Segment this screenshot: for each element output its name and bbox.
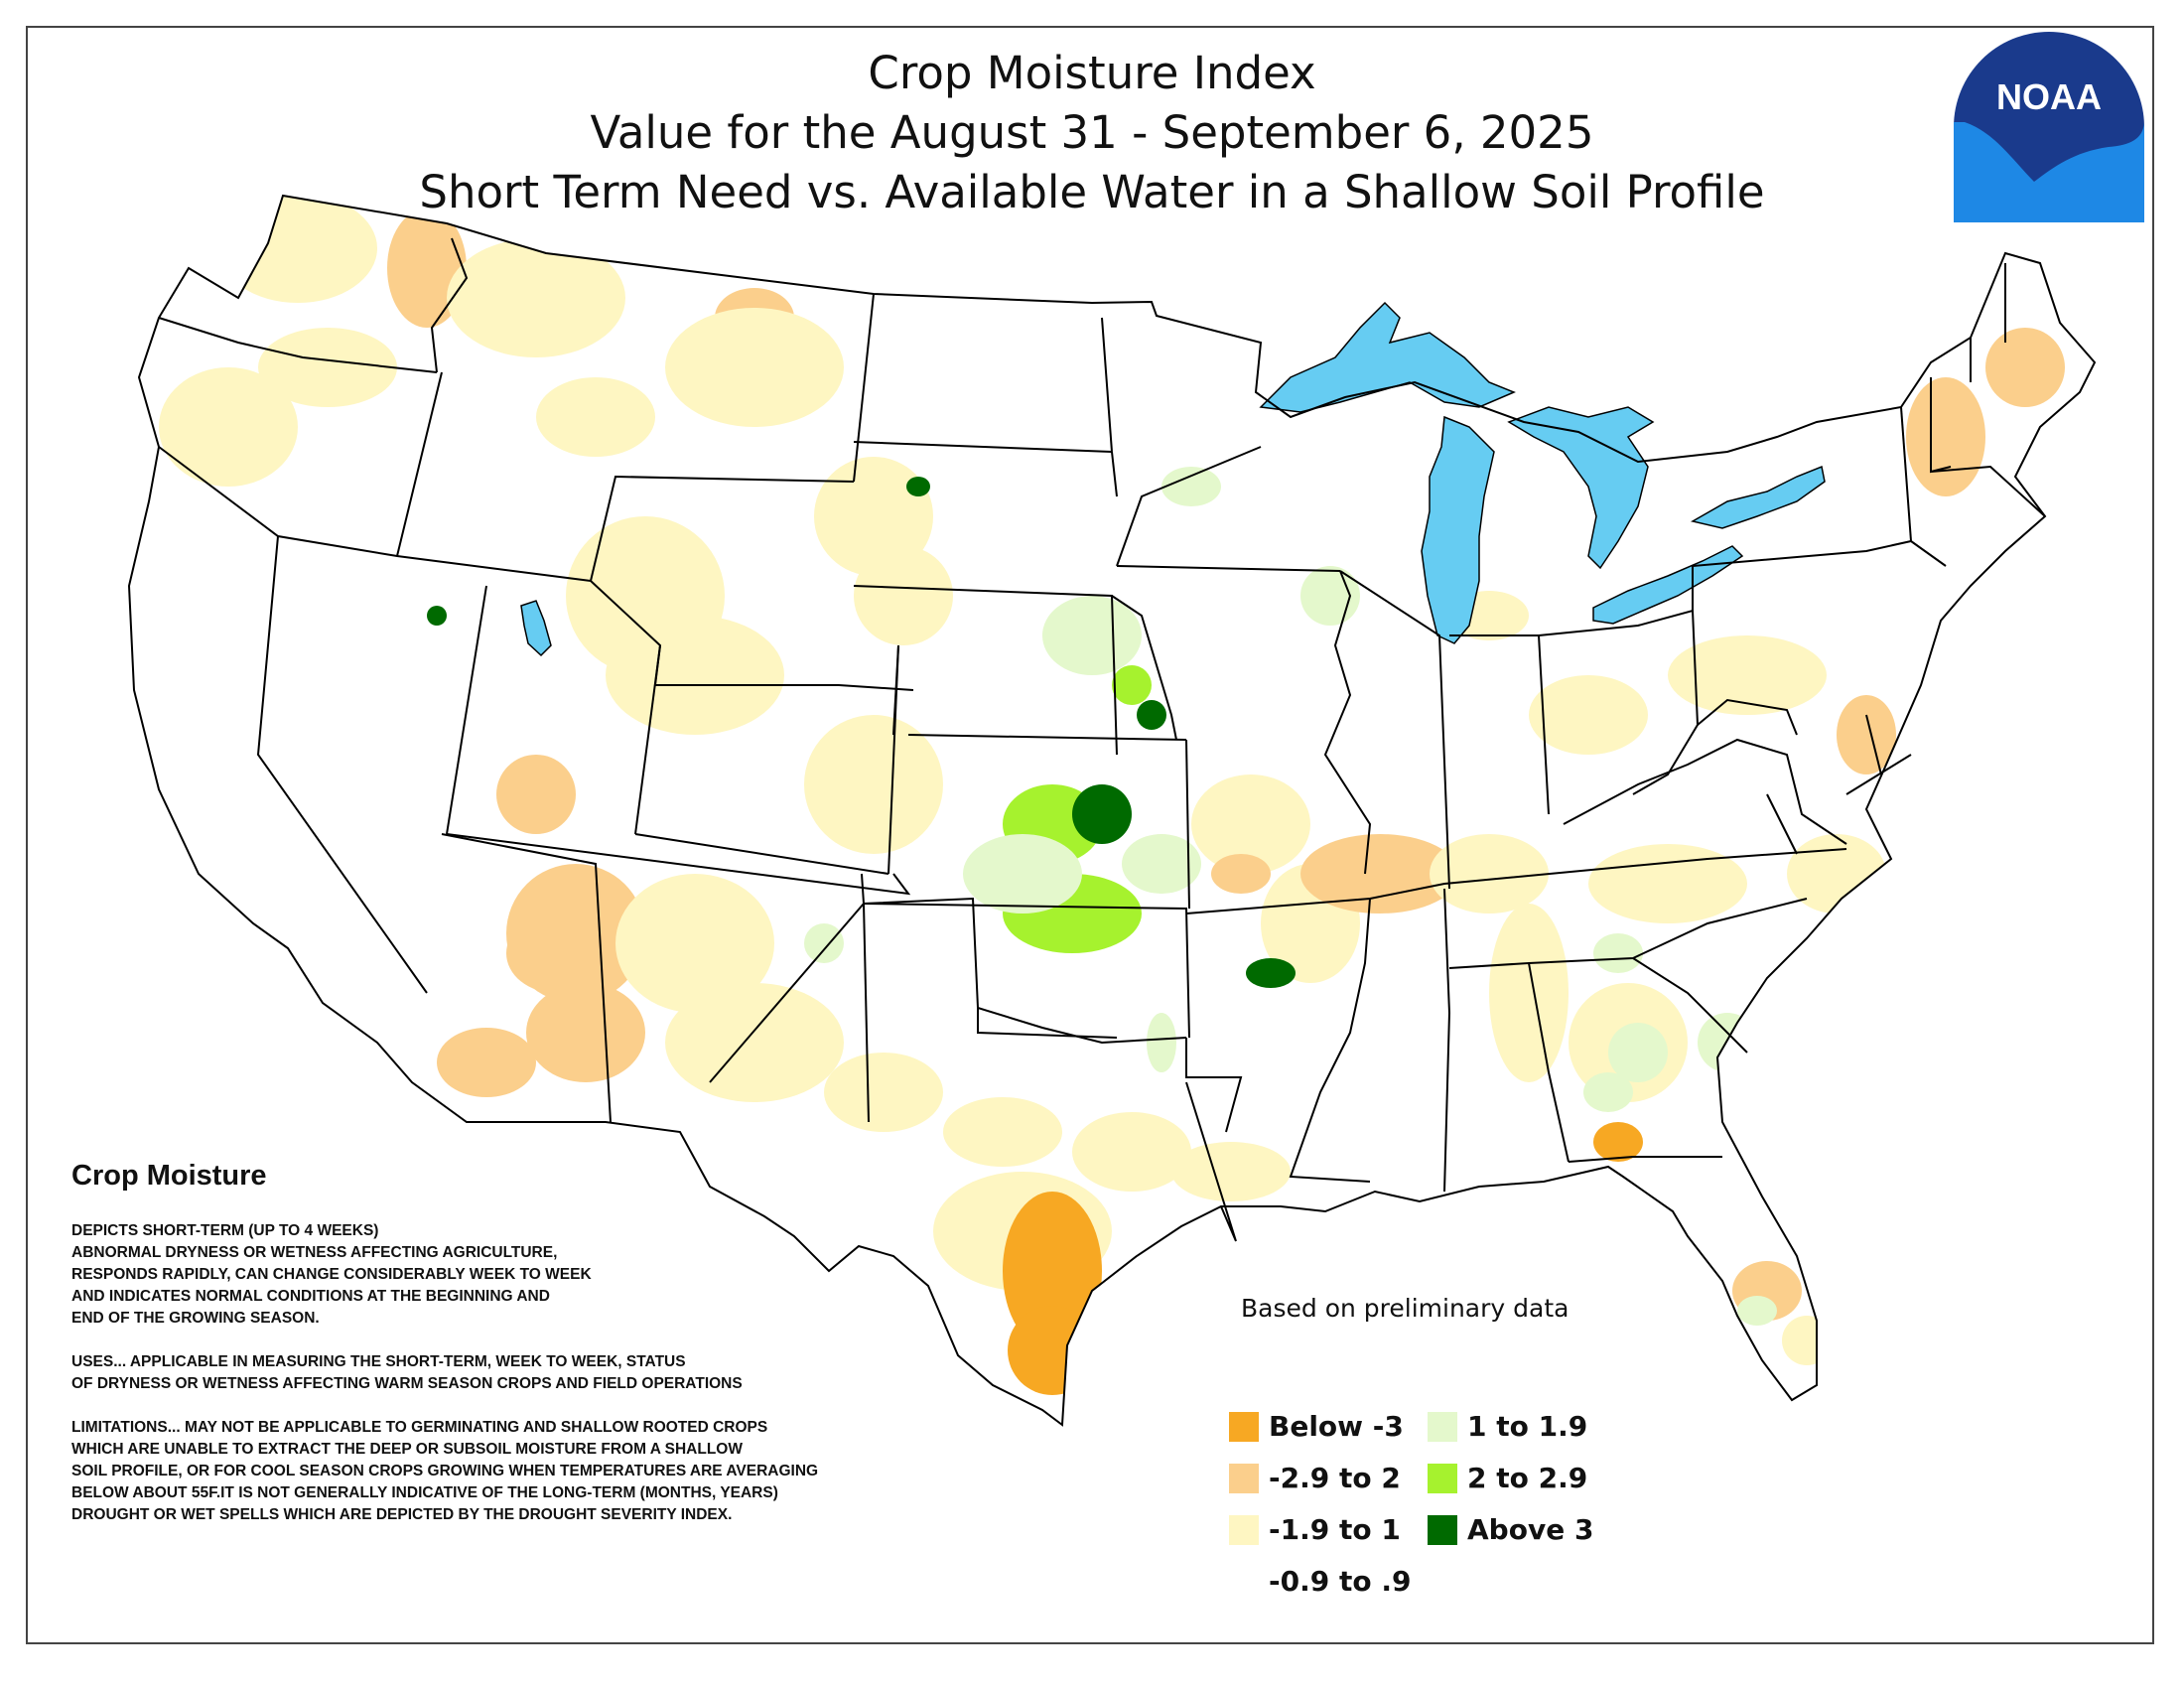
moisture-patch — [804, 923, 844, 963]
noaa-logo: NOAA — [1954, 32, 2144, 222]
moisture-patches — [159, 196, 2065, 1395]
moisture-patch — [1112, 665, 1152, 705]
moisture-patch — [1608, 1023, 1668, 1082]
legend-label: 1 to 1.9 — [1467, 1410, 1588, 1443]
legend-label: 2 to 2.9 — [1467, 1462, 1588, 1494]
legend-label: Below -3 — [1269, 1410, 1404, 1443]
legend-swatch — [1428, 1514, 1457, 1545]
legend-item-neg-1-9-to-1: -1.9 to 1 — [1229, 1513, 1401, 1546]
info-uses: USES... APPLICABLE IN MEASURING THE SHOR… — [71, 1353, 743, 1392]
moisture-patch — [1782, 1316, 1832, 1365]
lake-superior — [1259, 301, 1516, 413]
lake-ontario — [1690, 465, 1826, 529]
moisture-patch — [1191, 774, 1310, 874]
moisture-patch — [906, 477, 930, 496]
moisture-patch — [1042, 596, 1142, 675]
moisture-patch — [854, 546, 953, 645]
lake-michigan — [1421, 415, 1495, 644]
moisture-patch — [258, 328, 397, 407]
moisture-patch — [1985, 328, 2065, 407]
moisture-patch — [1137, 700, 1166, 730]
moisture-patch — [1529, 675, 1648, 755]
legend-item-2-to-2-9: 2 to 2.9 — [1428, 1462, 1587, 1494]
info-panel: Crop Moisture DEPICTS SHORT-TERM (UP TO … — [71, 1160, 1064, 1548]
water-bodies — [520, 301, 1826, 657]
moisture-patch — [1588, 844, 1747, 923]
moisture-patch — [1430, 834, 1549, 914]
moisture-patch — [159, 367, 298, 487]
moisture-patch — [1161, 467, 1221, 506]
moisture-patch — [1171, 1142, 1291, 1201]
legend-label: -2.9 to 2 — [1269, 1462, 1401, 1494]
moisture-patch — [526, 983, 645, 1082]
great-salt-lake — [520, 600, 552, 657]
us-outline — [127, 194, 2097, 1427]
moisture-patch — [1003, 1192, 1102, 1350]
preliminary-note: Based on preliminary data — [1241, 1294, 1570, 1323]
legend-swatch — [1229, 1514, 1259, 1545]
legend-item-1-to-1-9: 1 to 1.9 — [1428, 1410, 1587, 1443]
moisture-patch — [665, 983, 844, 1102]
legend-swatch — [1229, 1411, 1259, 1442]
moisture-patch — [1122, 834, 1201, 894]
legend-item-neg-0-9-to-0-9: -0.9 to .9 — [1229, 1565, 1411, 1598]
legend-swatch — [1229, 1463, 1259, 1493]
info-limitations: LIMITATIONS... MAY NOT BE APPLICABLE TO … — [71, 1419, 819, 1523]
legend-item-above-3: Above 3 — [1428, 1513, 1593, 1546]
info-depicts: DEPICTS SHORT-TERM (UP TO 4 WEEKS) ABNOR… — [71, 1222, 592, 1327]
noaa-logo-seagull — [1954, 122, 2144, 222]
moisture-patch — [1698, 1013, 1757, 1072]
moisture-patch — [447, 238, 625, 357]
title-line-3: Short Term Need vs. Available Water in a… — [419, 166, 1765, 218]
legend-swatch — [1428, 1463, 1457, 1493]
moisture-patch — [437, 1028, 536, 1097]
legend-swatch — [1428, 1411, 1457, 1442]
moisture-patch — [1211, 854, 1271, 894]
moisture-patch — [1300, 834, 1459, 914]
moisture-patch — [1737, 1296, 1777, 1326]
moisture-patch — [496, 755, 576, 834]
moisture-patch — [1837, 695, 1896, 774]
moisture-patch — [606, 616, 784, 735]
moisture-patch — [1593, 933, 1643, 973]
title-line-1: Crop Moisture Index — [868, 47, 1316, 99]
title-line-2: Value for the August 31 - September 6, 2… — [590, 106, 1594, 159]
moisture-patch — [943, 1097, 1062, 1167]
legend-label: Above 3 — [1467, 1513, 1594, 1546]
info-heading: Crop Moisture — [71, 1160, 267, 1192]
moisture-patch — [615, 874, 774, 1013]
legend-label: -1.9 to 1 — [1269, 1513, 1401, 1546]
legend-item-neg-2-9-to-2: -2.9 to 2 — [1229, 1462, 1401, 1494]
legend-label: -0.9 to .9 — [1269, 1565, 1412, 1598]
moisture-patch — [1072, 1112, 1191, 1192]
moisture-patch — [427, 606, 447, 626]
moisture-patch — [963, 834, 1082, 914]
noaa-logo-text: NOAA — [1996, 76, 2102, 117]
moisture-patch — [1583, 1072, 1633, 1112]
moisture-patch — [804, 715, 943, 854]
lake-huron — [1507, 406, 1655, 570]
moisture-patch — [665, 308, 844, 427]
moisture-patch — [1072, 784, 1132, 844]
moisture-patch — [506, 864, 645, 1003]
moisture-patch — [1906, 377, 1985, 496]
legend: Below -3 -2.9 to 2 -1.9 to 1 -0.9 to .9 … — [1229, 1410, 1646, 1609]
moisture-patch — [1593, 1122, 1643, 1162]
moisture-patch — [536, 377, 655, 457]
state-borders — [127, 194, 2097, 1427]
moisture-patch — [1147, 1013, 1176, 1072]
moisture-patch — [1668, 635, 1827, 715]
legend-item-below-3: Below -3 — [1229, 1410, 1404, 1443]
moisture-patch — [1489, 904, 1569, 1082]
legend-swatch — [1229, 1567, 1259, 1597]
map-title: Crop Moisture Index Value for the August… — [298, 44, 1886, 222]
map-frame — [26, 26, 2154, 1644]
moisture-patch — [1246, 958, 1296, 988]
moisture-patch — [824, 1053, 943, 1132]
